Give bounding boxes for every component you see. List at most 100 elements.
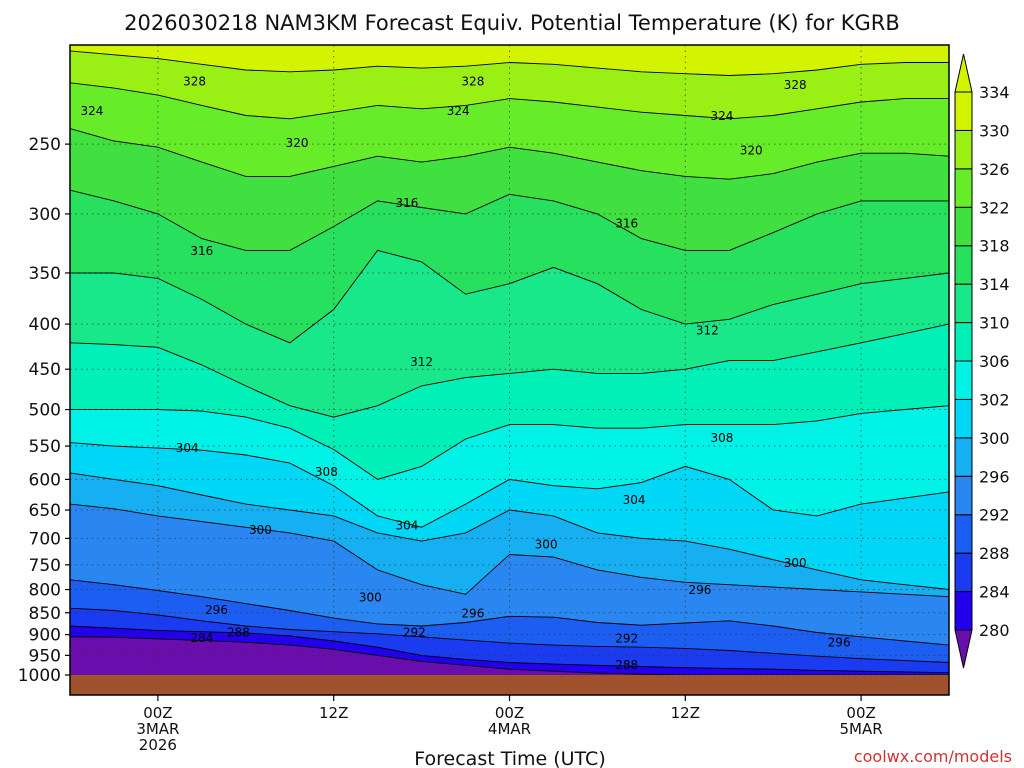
x-tick-label: 00Z — [846, 704, 875, 722]
contour-label: 296 — [205, 603, 228, 617]
contour-label: 300 — [249, 523, 272, 537]
contour-label: 308 — [315, 465, 338, 479]
x-axis-title: Forecast Time (UTC) — [414, 748, 605, 768]
contour-label-text: 300 — [359, 591, 382, 605]
contour-label: 316 — [615, 216, 638, 230]
colorbar-label: 322 — [979, 198, 1010, 217]
contour-314 — [70, 323, 949, 418]
contour-label: 304 — [623, 493, 646, 507]
y-axis: 2503003504004505005506006507007508008509… — [18, 135, 70, 686]
contour-labels: 328 328 328 324 324 324 320 320 316 316 316 312 312 3… — [81, 74, 851, 672]
colorbar-label: 318 — [979, 237, 1010, 256]
contour-label-text: 292 — [403, 626, 426, 640]
y-tick-label: 450 — [29, 360, 61, 380]
contour-lines — [70, 50, 949, 676]
contour-label: 300 — [359, 591, 382, 605]
colorbar-swatch — [954, 398, 973, 439]
contour-label: 292 — [615, 632, 638, 646]
y-tick-label: 950 — [29, 646, 61, 666]
contour-label: 312 — [410, 355, 433, 369]
y-tick-label: 850 — [29, 604, 61, 624]
colorbar-swatch — [954, 437, 973, 477]
contour-label-text: 304 — [176, 441, 199, 455]
contour-label-text: 316 — [615, 216, 638, 230]
contour-label-text: 304 — [395, 519, 418, 533]
y-tick-label: 600 — [29, 470, 61, 490]
chart-title: 2026030218 NAM3KM Forecast Equiv. Potent… — [124, 11, 900, 35]
x-tick-label: 12Z — [671, 704, 700, 722]
x-tick-label: 00Z — [143, 704, 172, 722]
y-tick-label: 550 — [29, 437, 61, 457]
contour-label-text: 296 — [461, 606, 484, 620]
contour-label-text: 296 — [688, 583, 711, 597]
contour-296 — [70, 579, 949, 646]
y-tick-label: 350 — [29, 264, 61, 284]
colorbar-label: 280 — [979, 621, 1010, 640]
colorbar-swatch — [954, 514, 973, 554]
contour-label: 300 — [535, 537, 558, 551]
contour-label-text: 320 — [286, 136, 309, 150]
contour-label-text: 300 — [249, 523, 272, 537]
colorbar-swatch — [954, 91, 973, 131]
colorbar-label: 326 — [979, 160, 1010, 179]
colorbar-label: 288 — [979, 544, 1010, 563]
contour-label: 328 — [461, 74, 484, 88]
contour-label-text: 312 — [696, 323, 719, 337]
colorbar-label: 302 — [979, 390, 1010, 409]
colorbar-swatch — [954, 475, 973, 516]
contour-label-text: 308 — [315, 465, 338, 479]
x-tick-label: 3MAR — [136, 720, 179, 738]
contour-label-text: 304 — [623, 493, 646, 507]
y-tick-label: 300 — [29, 205, 61, 225]
contour-label: 304 — [176, 441, 199, 455]
colorbar: 280 284 288 292 296 300 302 306 310 314 318 322 326 3… — [954, 53, 1010, 669]
contour-label: 316 — [395, 196, 418, 210]
contour-label: 304 — [395, 519, 418, 533]
contour-label-text: 324 — [710, 109, 733, 123]
ground-layer — [70, 675, 949, 695]
colorbar-swatch — [954, 168, 973, 208]
contour-306 — [70, 442, 949, 528]
contour-330 — [70, 82, 949, 120]
y-tick-label: 400 — [29, 315, 61, 335]
contour-label: 324 — [710, 109, 733, 123]
contour-label: 300 — [784, 556, 807, 570]
contour-label: 288 — [615, 658, 638, 672]
contour-label-text: 300 — [784, 556, 807, 570]
x-tick-label: 4MAR — [488, 720, 531, 738]
colorbar-max-arrow — [954, 53, 973, 93]
colorbar-label: 310 — [979, 314, 1010, 333]
contour-label-text: 288 — [227, 626, 250, 640]
contour-label-text: 324 — [81, 104, 104, 118]
contour-label: 320 — [740, 144, 763, 158]
contour-label: 320 — [286, 136, 309, 150]
contour-318 — [70, 249, 949, 344]
contour-label-text: 296 — [828, 636, 851, 650]
contour-label: 316 — [190, 244, 213, 258]
contour-302 — [70, 472, 949, 590]
colorbar-label: 314 — [979, 275, 1010, 294]
contour-label-text: 324 — [447, 104, 470, 118]
colorbar-min-arrow — [954, 629, 973, 669]
y-tick-label: 800 — [29, 581, 61, 601]
contour-label: 284 — [190, 631, 213, 645]
colorbar-label: 334 — [979, 83, 1010, 102]
colorbar-swatch — [954, 129, 973, 170]
contour-label-text: 284 — [190, 631, 213, 645]
contour-label-text: 296 — [205, 603, 228, 617]
colorbar-swatch — [954, 591, 973, 631]
credit-text: coolwx.com/models — [854, 747, 1012, 766]
contour-label: 296 — [688, 583, 711, 597]
contour-label: 312 — [696, 323, 719, 337]
contour-label: 296 — [828, 636, 851, 650]
colorbar-swatch — [954, 206, 973, 247]
y-tick-label: 750 — [29, 556, 61, 576]
colorbar-swatch — [954, 283, 973, 324]
contour-label: 328 — [784, 78, 807, 92]
colorbar-swatch — [954, 360, 973, 400]
x-tick-label: 00Z — [495, 704, 524, 722]
contour-label: 288 — [227, 626, 250, 640]
y-tick-label: 900 — [29, 626, 61, 646]
temperature-bands — [70, 45, 949, 695]
